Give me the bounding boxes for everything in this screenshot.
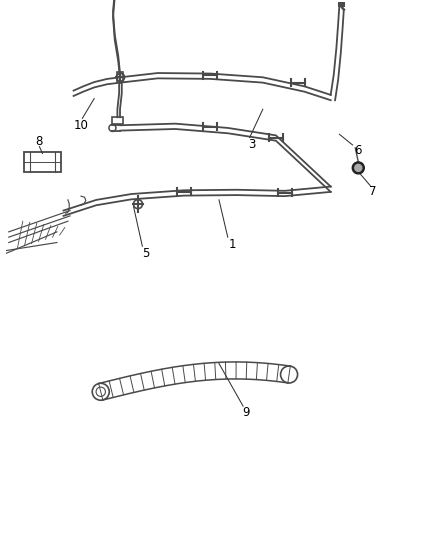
Circle shape bbox=[355, 164, 362, 172]
Text: 9: 9 bbox=[242, 406, 250, 419]
Text: 6: 6 bbox=[354, 144, 362, 157]
Bar bbox=[24, 152, 61, 172]
Text: 8: 8 bbox=[35, 135, 42, 148]
Text: 10: 10 bbox=[74, 119, 88, 132]
Bar bbox=[339, 2, 345, 7]
Text: 1: 1 bbox=[228, 238, 236, 251]
Bar bbox=[113, 117, 124, 124]
Text: 3: 3 bbox=[248, 139, 255, 151]
Text: 7: 7 bbox=[369, 185, 377, 198]
Text: 5: 5 bbox=[142, 247, 149, 260]
Circle shape bbox=[352, 162, 364, 174]
Bar bbox=[117, 72, 124, 82]
